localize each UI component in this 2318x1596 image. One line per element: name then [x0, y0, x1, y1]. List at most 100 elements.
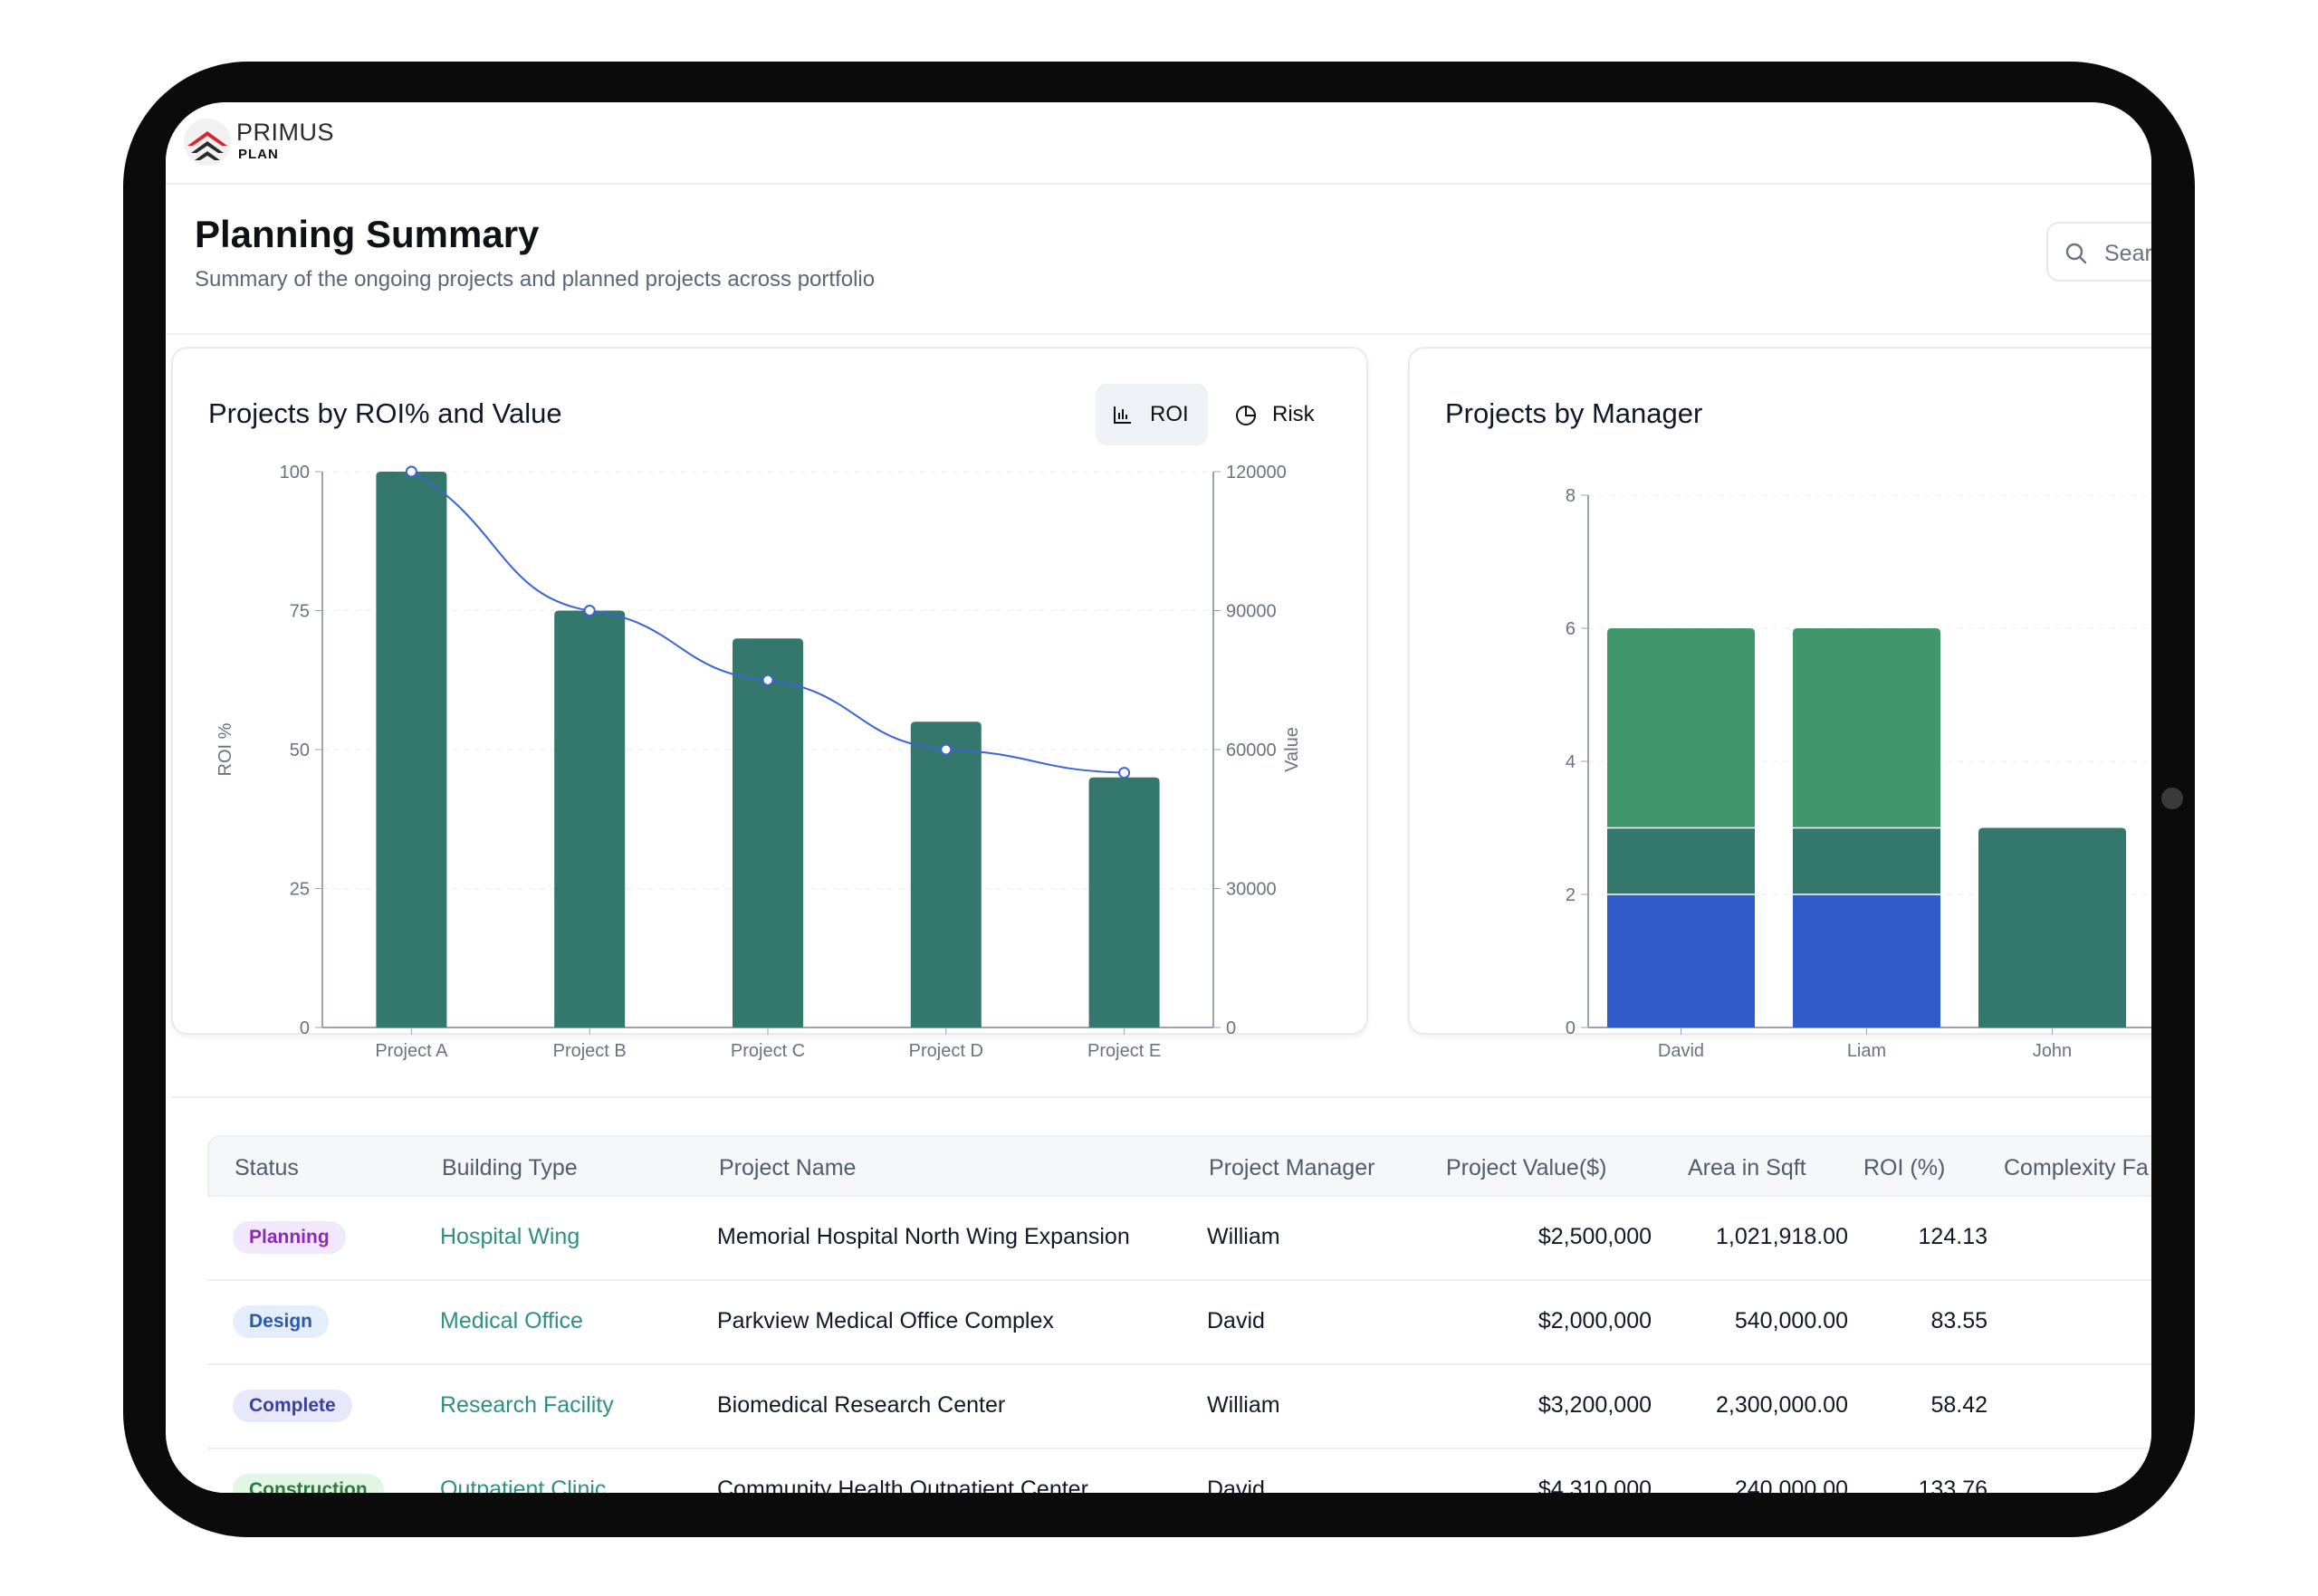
table-row[interactable]: Complete Research Facility Biomedical Rese…	[207, 1365, 2151, 1449]
table-row[interactable]: Planning Hospital Wing Memorial Hospital N…	[207, 1197, 2151, 1281]
project-name-cell: Community Health Outpatient Center	[717, 1477, 1088, 1493]
column-header-status[interactable]: Status	[235, 1155, 299, 1180]
project-manager-cell: William	[1207, 1392, 1280, 1418]
column-header-building-type[interactable]: Building Type	[442, 1155, 578, 1180]
roi-bar	[910, 722, 982, 1027]
roi-cell: 58.42	[1930, 1392, 1988, 1418]
page-subtitle: Summary of the ongoing projects and plan…	[195, 267, 876, 291]
roi-cell: 83.55	[1930, 1308, 1988, 1333]
y2-tick-label: 60000	[1226, 741, 1277, 760]
area-cell: 240,000.00	[1734, 1477, 1848, 1493]
value-point	[405, 465, 417, 478]
risk-toggle-label: Risk	[1272, 402, 1315, 426]
column-header-complexity[interactable]: Complexity Fa	[2004, 1155, 2149, 1180]
y-axis-label: ROI %	[216, 722, 235, 776]
y-tick-label: 4	[1566, 752, 1576, 772]
building-type-cell[interactable]: Research Facility	[440, 1392, 614, 1418]
manager-bar-segment	[1793, 827, 1940, 894]
project-value-cell: $2,500,000	[1537, 1224, 1652, 1249]
project-manager-cell: William	[1207, 1224, 1280, 1249]
manager-bar-segment	[1793, 628, 1940, 828]
building-type-cell[interactable]: Hospital Wing	[440, 1224, 580, 1249]
x-tick-label: Project B	[553, 1041, 627, 1061]
manager-bar-segment	[1607, 827, 1755, 894]
project-manager-cell: David	[1207, 1308, 1265, 1333]
bar-chart-icon	[1114, 406, 1131, 424]
status-badge: Construction	[233, 1474, 384, 1493]
y2-axis-label: Value	[1282, 727, 1302, 772]
manager-stacked-chart: 0 2 4 6 8 David Liam John	[1566, 486, 2151, 1061]
search-placeholder: Sear	[2104, 241, 2151, 266]
status-badge: Design	[233, 1305, 330, 1338]
column-header-area[interactable]: Area in Sqft	[1688, 1155, 1806, 1180]
roi-cell: 133.76	[1918, 1477, 1988, 1493]
table-row[interactable]: Construction Outpatient Clinic Community H…	[207, 1449, 2151, 1493]
y-tick-label: 75	[290, 602, 310, 622]
app-screen: PRIMUS PLAN Planning Summary Summary of …	[166, 102, 2151, 1493]
value-point	[761, 674, 774, 686]
y-tick-label: 0	[1566, 1018, 1576, 1038]
roi-chart-title: Projects by ROI% and Value	[208, 397, 562, 429]
roi-bar	[376, 472, 447, 1027]
y-tick-label: 50	[290, 741, 310, 760]
x-tick-label: Project A	[375, 1041, 448, 1061]
x-tick-label: John	[2033, 1041, 2072, 1061]
project-name-cell: Biomedical Research Center	[717, 1392, 1006, 1418]
y2-tick-label: 90000	[1226, 602, 1277, 622]
roi-value-chart: 0 25 50 75 100 0 30000 60000 90000 120000 ROI % Val…	[216, 463, 1302, 1061]
page-title: Planning Summary	[195, 213, 540, 255]
tablet-camera	[2161, 788, 2183, 809]
y-tick-label: 8	[1566, 486, 1576, 506]
status-badge: Complete	[233, 1390, 352, 1422]
manager-chart-title: Projects by Manager	[1445, 397, 1703, 429]
area-cell: 540,000.00	[1734, 1308, 1848, 1333]
project-value-cell: $2,000,000	[1537, 1308, 1652, 1333]
manager-bar-segment	[1607, 628, 1755, 828]
y-tick-label: 25	[290, 880, 310, 900]
primus-logo-icon	[184, 119, 231, 166]
status-badge: Planning	[233, 1221, 346, 1254]
risk-toggle-button[interactable]: Risk	[1218, 384, 1319, 445]
building-type-cell[interactable]: Medical Office	[440, 1308, 583, 1333]
building-type-cell[interactable]: Outpatient Clinic	[440, 1477, 607, 1493]
roi-toggle-button[interactable]: ROI	[1096, 384, 1208, 445]
y-tick-label: 0	[300, 1018, 310, 1038]
y-tick-label: 2	[1566, 885, 1576, 905]
y2-tick-label: 120000	[1226, 463, 1287, 483]
brand-name: PRIMUS	[236, 119, 335, 146]
project-name-cell: Parkview Medical Office Complex	[717, 1308, 1054, 1333]
y2-tick-label: 0	[1226, 1018, 1236, 1038]
x-tick-label: Project D	[909, 1041, 983, 1061]
table-row[interactable]: Design Medical Office Parkview Medical Off…	[207, 1281, 2151, 1365]
y-tick-label: 6	[1566, 619, 1576, 639]
table-header: Status Building Type Project Name Projec…	[207, 1135, 2151, 1197]
project-value-cell: $4,310,000	[1537, 1477, 1652, 1493]
column-header-roi[interactable]: ROI (%)	[1863, 1155, 1946, 1180]
roi-cell: 124.13	[1918, 1224, 1988, 1249]
x-tick-label: Liam	[1847, 1041, 1886, 1061]
column-header-project-value[interactable]: Project Value($)	[1446, 1155, 1607, 1180]
value-point	[583, 605, 596, 616]
column-header-project-name[interactable]: Project Name	[719, 1155, 857, 1180]
project-name-cell: Memorial Hospital North Wing Expansion	[717, 1224, 1130, 1249]
header-divider	[166, 333, 2151, 335]
roi-bar	[554, 610, 626, 1027]
manager-bar-segment	[1607, 894, 1755, 1027]
project-value-cell: $3,200,000	[1537, 1392, 1652, 1418]
y-tick-label: 100	[280, 463, 310, 483]
top-bar: PRIMUS PLAN	[166, 102, 2151, 185]
x-tick-label: David	[1658, 1041, 1704, 1061]
brand-subtitle: PLAN	[238, 147, 279, 162]
manager-bar-segment	[1793, 894, 1940, 1027]
value-point	[1118, 767, 1131, 779]
value-point	[940, 743, 953, 756]
search-input[interactable]: Sear	[2046, 222, 2151, 282]
area-cell: 1,021,918.00	[1716, 1224, 1848, 1249]
search-icon	[2065, 243, 2087, 264]
column-header-project-manager[interactable]: Project Manager	[1209, 1155, 1375, 1180]
roi-toggle-label: ROI	[1150, 402, 1189, 426]
area-cell: 2,300,000.00	[1716, 1392, 1848, 1418]
pie-chart-icon	[1236, 406, 1256, 425]
roi-bar	[1088, 777, 1160, 1027]
roi-bar	[733, 638, 803, 1027]
